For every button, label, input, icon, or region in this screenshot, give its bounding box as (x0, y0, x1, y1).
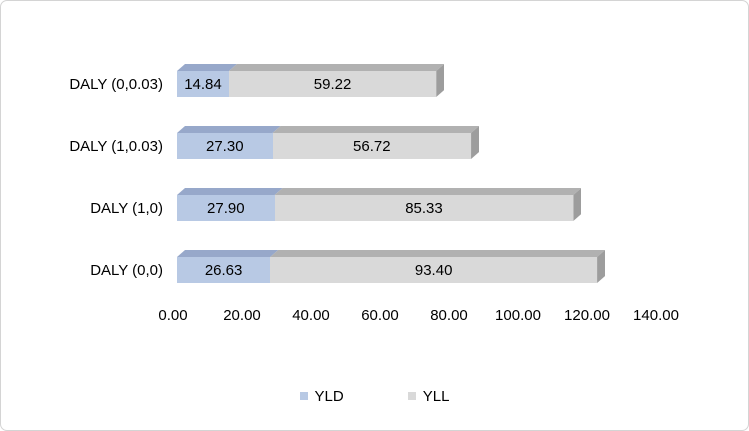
chart-legend: YLD YLL (1, 384, 748, 408)
bar-end-cap (436, 64, 444, 97)
bar-segment-top-face (177, 250, 278, 257)
bar-segment-top-face (177, 126, 281, 133)
bar-segment: 85.33 (274, 195, 574, 221)
x-axis-tick-label: 60.00 (361, 307, 399, 324)
bar-segment: 93.40 (270, 257, 598, 283)
legend-item: YLL (407, 387, 450, 405)
bar-segment-top-face (177, 64, 237, 71)
bar-segment: 56.72 (272, 133, 472, 159)
legend-swatch (299, 392, 308, 400)
bar-end-cap (471, 126, 479, 159)
legend-label: YLL (422, 387, 450, 405)
category-label: DALY (1,0.03) (69, 137, 163, 155)
bar-segment-top-face (273, 126, 480, 133)
bar-segment: 59.22 (228, 71, 437, 97)
x-axis-tick-label: 40.00 (292, 307, 330, 324)
legend-label: YLD (314, 387, 344, 405)
bar-segment-top-face (229, 64, 444, 71)
bar-segment-top-face (270, 250, 605, 257)
x-axis-tick-label: 120.00 (564, 307, 610, 324)
bar-segment: 14.84 (177, 71, 229, 97)
legend-swatch (407, 392, 416, 400)
bar-segment-top-face (275, 188, 582, 195)
x-axis-tick-label: 20.00 (223, 307, 261, 324)
bar-segment: 27.90 (177, 195, 275, 221)
x-axis-tick-label: 80.00 (430, 307, 468, 324)
bar-segment-top-face (177, 188, 283, 195)
bar-segment: 27.30 (177, 133, 273, 159)
category-label: DALY (1,0) (90, 199, 163, 217)
x-axis-tick-label: 100.00 (495, 307, 541, 324)
legend-item: YLD (299, 387, 344, 405)
category-label: DALY (0,0.03) (69, 75, 163, 93)
bar-end-cap (573, 188, 581, 221)
category-label: DALY (0,0) (90, 261, 163, 279)
bar-end-cap (597, 250, 605, 283)
x-axis-tick-label: 140.00 (633, 307, 679, 324)
x-axis-tick-label: 0.00 (158, 307, 188, 324)
bar-segment: 26.63 (177, 257, 271, 283)
